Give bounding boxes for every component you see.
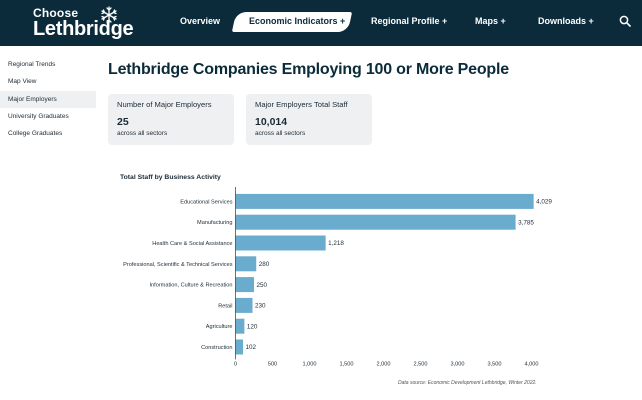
chart-title: Total Staff by Business Activity <box>120 174 221 181</box>
sidebar-item-regional-trends[interactable]: Regional Trends <box>8 61 56 68</box>
stat-card-title: Number of Major Employers <box>117 100 212 109</box>
x-tick-label: 2,500 <box>414 361 428 367</box>
data-label: 4,029 <box>536 199 552 206</box>
x-tick-label: 3,000 <box>451 361 465 367</box>
category-label: Information, Culture & Recreation <box>149 283 232 289</box>
nav-regional-profile[interactable]: Regional Profile + <box>371 16 448 26</box>
nav-overview[interactable]: Overview <box>180 16 221 26</box>
search-icon[interactable] <box>619 15 631 27</box>
stat-card-subtitle: across all sectors <box>117 130 168 137</box>
category-label: Retail <box>218 303 232 309</box>
bar <box>235 193 534 209</box>
bar <box>235 277 254 293</box>
x-tick-label: 0 <box>234 361 237 367</box>
data-label: 102 <box>246 344 257 351</box>
bar <box>235 297 253 313</box>
sidebar-item-map-view[interactable]: Map View <box>8 78 37 86</box>
category-label: Agriculture <box>206 324 233 330</box>
choose-lethbridge-logo[interactable]: Choose Lethbridge <box>33 4 134 42</box>
stat-card-value: 25 <box>117 116 129 128</box>
nav-downloads[interactable]: Downloads + <box>538 16 594 26</box>
bar <box>235 256 257 272</box>
chart-source: Data source: Economic Development Lethbr… <box>398 380 537 386</box>
bar <box>235 214 516 230</box>
sidebar-item-college-graduates[interactable]: College Graduates <box>8 130 63 138</box>
nav-economic-indicators[interactable]: Economic Indicators + <box>249 16 346 26</box>
x-tick-label: 4,000 <box>525 361 539 367</box>
stat-card-total-staff: Major Employers Total Staff 10,014 acros… <box>246 94 372 145</box>
data-label: 120 <box>247 323 258 330</box>
stat-card-major-employers: Number of Major Employers 25 across all … <box>108 94 234 145</box>
stat-card-value: 10,014 <box>255 116 288 128</box>
top-nav-bar: Choose Lethbridge Overview Economic Indi… <box>0 0 642 46</box>
data-label: 250 <box>257 282 268 289</box>
bar <box>235 235 326 251</box>
nav-maps[interactable]: Maps + <box>475 16 506 26</box>
data-label: 3,785 <box>518 219 534 226</box>
page-title: Lethbridge Companies Employing 100 or Mo… <box>108 61 509 78</box>
logo-line2: Lethbridge <box>33 18 134 40</box>
logo-line1: Choose <box>33 6 79 20</box>
category-label: Construction <box>201 345 232 351</box>
staff-by-activity-bar-chart: Educational Services 4,029 Manufacturing 3,… <box>123 187 552 367</box>
x-tick-label: 1,500 <box>340 361 354 367</box>
category-label: Educational Services <box>180 199 232 205</box>
sidebar: Regional Trends Map View Major Employers… <box>0 56 96 142</box>
sidebar-item-major-employers[interactable]: Major Employers <box>0 90 96 108</box>
x-tick-label: 3,500 <box>488 361 502 367</box>
category-label: Manufacturing <box>197 220 232 226</box>
data-label: 280 <box>259 261 270 268</box>
bar <box>235 318 245 334</box>
sidebar-item-university-graduates[interactable]: University Graduates <box>8 112 69 120</box>
snowflake-logo-icon <box>101 6 117 24</box>
data-label: 230 <box>255 303 266 310</box>
x-tick-label: 1,000 <box>303 361 317 367</box>
data-label: 1,218 <box>328 240 344 247</box>
stat-card-subtitle: across all sectors <box>255 130 306 137</box>
x-tick-label: 500 <box>268 361 277 367</box>
category-label: Professional, Scientific & Technical Ser… <box>123 262 233 268</box>
category-label: Health Care & Social Assistance <box>152 241 232 247</box>
x-tick-label: 2,000 <box>377 361 391 367</box>
bar <box>235 339 244 355</box>
stat-card-title: Major Employers Total Staff <box>255 100 348 109</box>
